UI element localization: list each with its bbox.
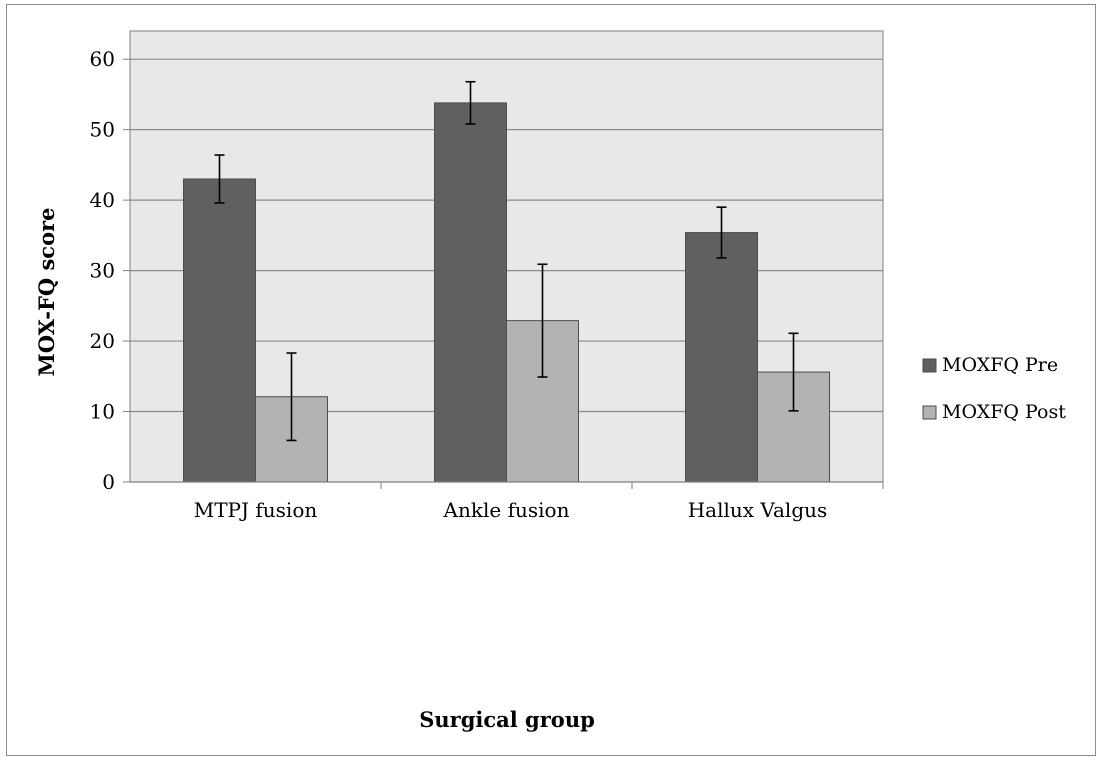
- y-axis-title: MOX-FQ score: [34, 208, 59, 377]
- y-tick-label: 30: [90, 259, 115, 283]
- legend: MOXFQ Pre MOXFQ Post: [922, 354, 1066, 423]
- legend-label-pre: MOXFQ Pre: [942, 354, 1058, 376]
- axes: 0 10 20 30 40 50 60 MTPJ fusion Ankle fusion Hall…: [90, 31, 884, 522]
- y-tick-label: 60: [90, 47, 115, 71]
- bar-pre: [685, 232, 758, 483]
- legend-swatch-pre: [922, 358, 937, 373]
- chart-frame: 0 10 20 30 40 50 60 MTPJ fusion Ankle fusion Hall…: [6, 4, 1096, 756]
- y-tick-label: 50: [90, 118, 115, 142]
- y-tick-label: 10: [90, 400, 115, 424]
- y-tick-label: 40: [90, 188, 115, 212]
- y-tick-label: 0: [102, 470, 115, 494]
- x-axis-title: Surgical group: [419, 707, 595, 732]
- legend-label-post: MOXFQ Post: [942, 401, 1066, 423]
- error-bars: [214, 80, 799, 442]
- moxfq-bar-chart: 0 10 20 30 40 50 60 MTPJ fusion Ankle fusion Hall…: [34, 30, 1066, 732]
- x-tick-label: Ankle fusion: [443, 498, 570, 522]
- x-tick-label: Hallux Valgus: [688, 498, 828, 522]
- legend-swatch-post: [922, 405, 937, 420]
- y-tick-label: 20: [90, 329, 115, 353]
- bar-pre: [434, 102, 507, 483]
- bar-pre: [183, 178, 256, 483]
- x-tick-label: MTPJ fusion: [194, 498, 318, 522]
